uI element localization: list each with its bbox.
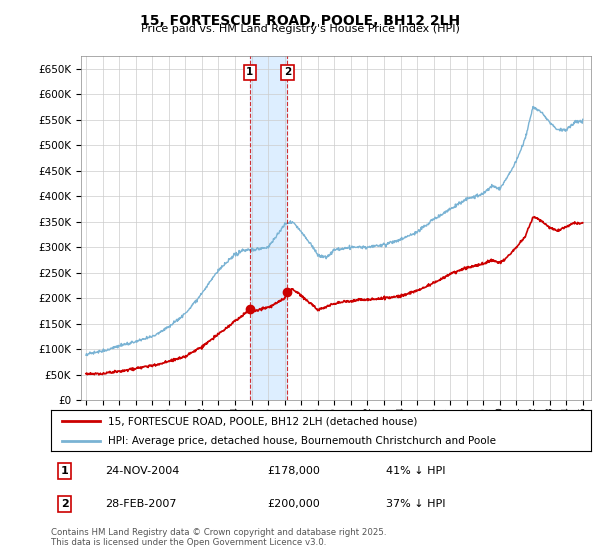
Text: £178,000: £178,000 [267,466,320,476]
Text: Price paid vs. HM Land Registry's House Price Index (HPI): Price paid vs. HM Land Registry's House … [140,24,460,34]
Text: HPI: Average price, detached house, Bournemouth Christchurch and Poole: HPI: Average price, detached house, Bour… [108,436,496,446]
Text: 24-NOV-2004: 24-NOV-2004 [105,466,179,476]
Text: £200,000: £200,000 [267,499,320,509]
Text: 28-FEB-2007: 28-FEB-2007 [105,499,176,509]
Text: 2: 2 [61,499,68,509]
Text: 1: 1 [61,466,68,476]
Text: 37% ↓ HPI: 37% ↓ HPI [386,499,445,509]
Bar [250,56,287,400]
Text: Contains HM Land Registry data © Crown copyright and database right 2025.
This d: Contains HM Land Registry data © Crown c… [51,528,386,547]
Text: 15, FORTESCUE ROAD, POOLE, BH12 2LH: 15, FORTESCUE ROAD, POOLE, BH12 2LH [140,14,460,28]
Text: 41% ↓ HPI: 41% ↓ HPI [386,466,445,476]
Text: 15, FORTESCUE ROAD, POOLE, BH12 2LH (detached house): 15, FORTESCUE ROAD, POOLE, BH12 2LH (det… [108,417,417,426]
Text: 2: 2 [284,67,291,77]
Text: 1: 1 [246,67,254,77]
